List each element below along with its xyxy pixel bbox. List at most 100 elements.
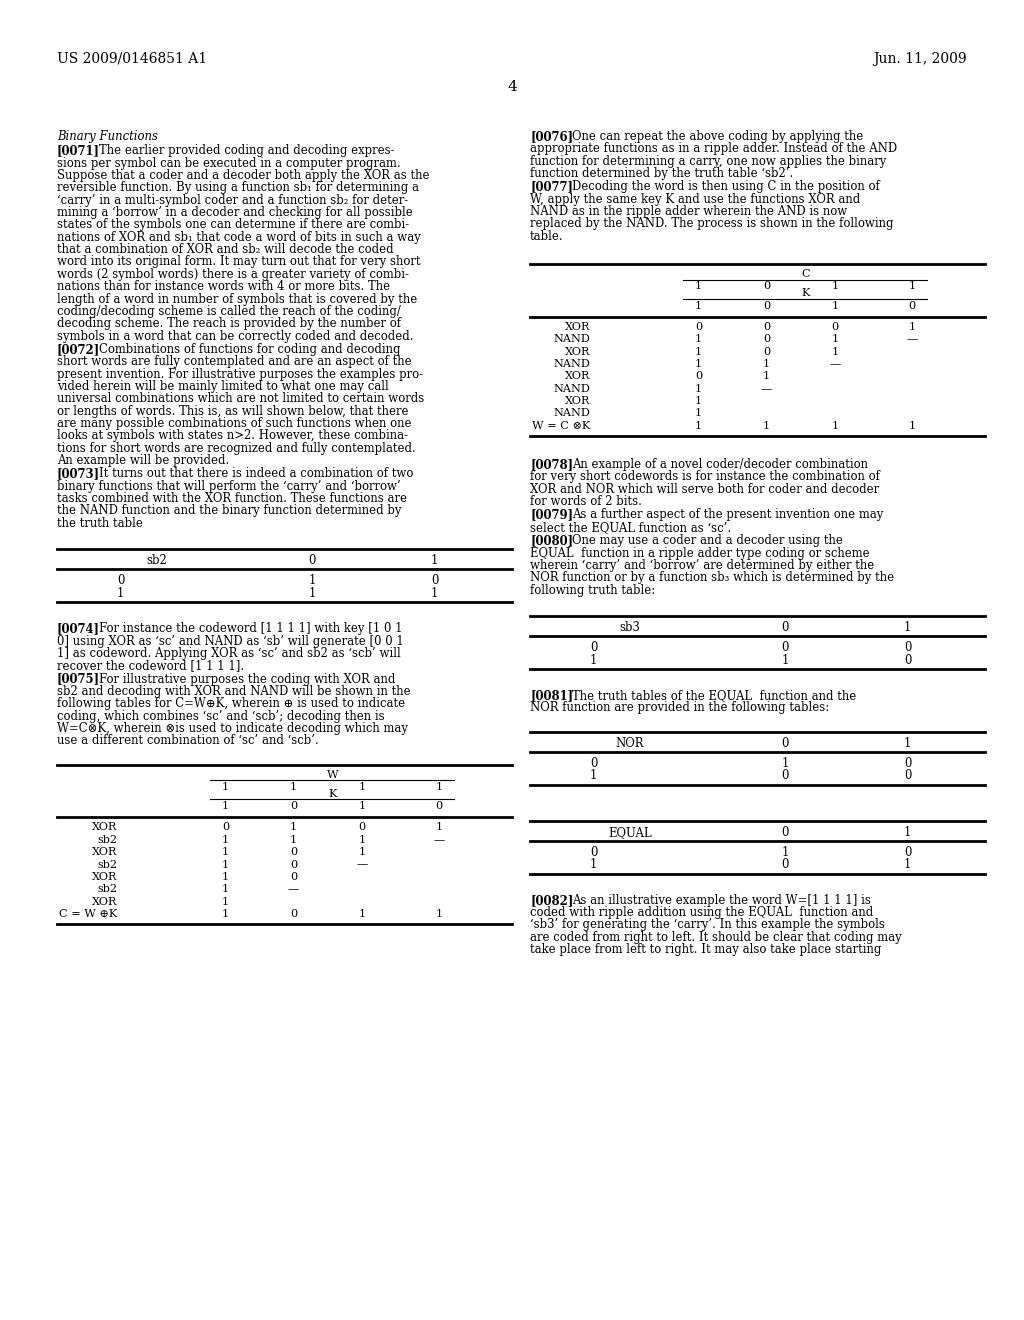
Text: 1: 1 [222, 859, 229, 870]
Text: sb2: sb2 [97, 884, 117, 894]
Text: 1: 1 [763, 371, 770, 381]
Text: tions for short words are recognized and fully contemplated.: tions for short words are recognized and… [57, 442, 416, 454]
Text: 1: 1 [358, 909, 366, 919]
Text: short words are fully contemplated and are an aspect of the: short words are fully contemplated and a… [57, 355, 412, 368]
Text: —: — [356, 859, 368, 870]
Text: coded with ripple addition using the EQUAL  function and: coded with ripple addition using the EQU… [530, 906, 873, 919]
Text: 0: 0 [590, 756, 597, 770]
Text: coding/decoding scheme is called the reach of the coding/: coding/decoding scheme is called the rea… [57, 305, 400, 318]
Text: C = W ⊕K: C = W ⊕K [58, 909, 117, 919]
Text: coding, which combines ‘sc’ and ‘scb’; decoding then is: coding, which combines ‘sc’ and ‘scb’; d… [57, 710, 385, 722]
Text: are many possible combinations of such functions when one: are many possible combinations of such f… [57, 417, 412, 430]
Text: NAND: NAND [553, 359, 590, 370]
Text: 0: 0 [781, 858, 788, 871]
Text: 1: 1 [781, 846, 788, 859]
Text: NOR function or by a function sb₃ which is determined by the: NOR function or by a function sb₃ which … [530, 572, 894, 585]
Text: 1: 1 [435, 822, 442, 833]
Text: [0075]: [0075] [57, 673, 100, 685]
Text: 1: 1 [222, 801, 229, 812]
Text: 1: 1 [117, 587, 124, 599]
Text: 0: 0 [781, 770, 788, 783]
Text: 0: 0 [781, 737, 788, 750]
Text: [0082]: [0082] [530, 894, 573, 907]
Text: sb2: sb2 [146, 554, 168, 568]
Text: 0: 0 [290, 847, 297, 857]
Text: NAND: NAND [553, 408, 590, 418]
Text: appropriate functions as in a ripple adder. Instead of the AND: appropriate functions as in a ripple add… [530, 143, 897, 156]
Text: 1: 1 [590, 858, 597, 871]
Text: 1: 1 [695, 281, 701, 292]
Text: 1: 1 [904, 858, 911, 871]
Text: [0079]: [0079] [530, 508, 573, 521]
Text: 1: 1 [308, 574, 315, 587]
Text: 1: 1 [590, 770, 597, 783]
Text: 0: 0 [781, 620, 788, 634]
Text: EQUAL: EQUAL [608, 826, 652, 838]
Text: 1: 1 [695, 384, 701, 393]
Text: Decoding the word is then using C in the position of: Decoding the word is then using C in the… [572, 181, 880, 194]
Text: 1: 1 [763, 359, 770, 370]
Text: 0: 0 [763, 281, 770, 292]
Text: 0: 0 [904, 846, 911, 859]
Text: W = C ⊗K: W = C ⊗K [531, 421, 590, 430]
Text: Suppose that a coder and a decoder both apply the XOR as the: Suppose that a coder and a decoder both … [57, 169, 429, 182]
Text: For instance the codeword [1 1 1 1] with key [1 0 1: For instance the codeword [1 1 1 1] with… [99, 622, 402, 635]
Text: 0: 0 [222, 822, 229, 833]
Text: decoding scheme. The reach is provided by the number of: decoding scheme. The reach is provided b… [57, 317, 401, 330]
Text: for very short codewords is for instance the combination of: for very short codewords is for instance… [530, 470, 880, 483]
Text: tasks combined with the XOR function. These functions are: tasks combined with the XOR function. Th… [57, 492, 407, 506]
Text: 0: 0 [290, 873, 297, 882]
Text: [0074]: [0074] [57, 622, 100, 635]
Text: 1: 1 [431, 587, 438, 599]
Text: sb2 and decoding with XOR and NAND will be shown in the: sb2 and decoding with XOR and NAND will … [57, 685, 411, 698]
Text: 1: 1 [222, 909, 229, 919]
Text: 0: 0 [590, 846, 597, 859]
Text: 1: 1 [290, 781, 297, 792]
Text: 0: 0 [431, 574, 438, 587]
Text: As an illustrative example the word W=[1 1 1 1] is: As an illustrative example the word W=[1… [572, 894, 870, 907]
Text: 1: 1 [904, 737, 911, 750]
Text: 0: 0 [904, 653, 911, 667]
Text: 1: 1 [908, 322, 915, 331]
Text: sb3: sb3 [620, 620, 641, 634]
Text: 1: 1 [308, 587, 315, 599]
Text: XOR: XOR [91, 847, 117, 857]
Text: function determined by the truth table ‘sb2’.: function determined by the truth table ‘… [530, 168, 794, 180]
Text: The truth tables of the EQUAL  function and the: The truth tables of the EQUAL function a… [572, 689, 856, 702]
Text: word into its original form. It may turn out that for very short: word into its original form. It may turn… [57, 256, 421, 268]
Text: following tables for C=W⊕K, wherein ⊕ is used to indicate: following tables for C=W⊕K, wherein ⊕ is… [57, 697, 406, 710]
Text: ‘carry’ in a multi-symbol coder and a function sb₂ for deter-: ‘carry’ in a multi-symbol coder and a fu… [57, 194, 409, 207]
Text: Binary Functions: Binary Functions [57, 129, 158, 143]
Text: 0: 0 [695, 322, 701, 331]
Text: 1: 1 [695, 396, 701, 407]
Text: 1: 1 [222, 896, 229, 907]
Text: 0: 0 [358, 822, 366, 833]
Text: or lengths of words. This is, as will shown below, that there: or lengths of words. This is, as will sh… [57, 405, 409, 417]
Text: 0: 0 [763, 301, 770, 310]
Text: —: — [433, 834, 444, 845]
Text: 1: 1 [358, 801, 366, 812]
Text: nations than for instance words with 4 or more bits. The: nations than for instance words with 4 o… [57, 280, 390, 293]
Text: 1: 1 [781, 756, 788, 770]
Text: wherein ‘carry’ and ‘borrow’ are determined by either the: wherein ‘carry’ and ‘borrow’ are determi… [530, 558, 874, 572]
Text: 1: 1 [358, 834, 366, 845]
Text: 1: 1 [222, 847, 229, 857]
Text: 0: 0 [290, 859, 297, 870]
Text: —: — [906, 334, 918, 345]
Text: [0077]: [0077] [530, 181, 573, 194]
Text: 1: 1 [358, 847, 366, 857]
Text: 0: 0 [904, 756, 911, 770]
Text: 1: 1 [222, 781, 229, 792]
Text: XOR: XOR [91, 896, 117, 907]
Text: NOR: NOR [615, 737, 644, 750]
Text: 1: 1 [831, 301, 839, 310]
Text: sb2: sb2 [97, 834, 117, 845]
Text: universal combinations which are not limited to certain words: universal combinations which are not lim… [57, 392, 424, 405]
Text: 1: 1 [222, 834, 229, 845]
Text: 0: 0 [908, 301, 915, 310]
Text: XOR: XOR [91, 822, 117, 833]
Text: 1: 1 [222, 884, 229, 894]
Text: XOR and NOR which will serve both for coder and decoder: XOR and NOR which will serve both for co… [530, 483, 880, 496]
Text: K: K [328, 789, 337, 799]
Text: [0080]: [0080] [530, 535, 573, 548]
